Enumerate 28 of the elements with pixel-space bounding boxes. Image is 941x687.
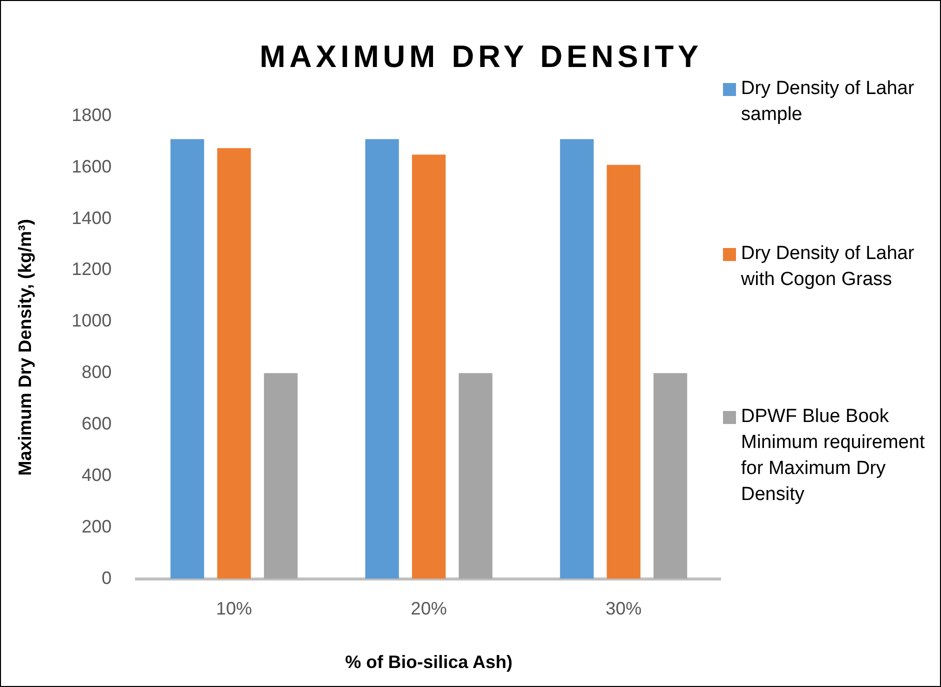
y-tick-label: 1000 <box>72 310 112 331</box>
bar <box>560 139 594 579</box>
x-tick-label: 30% <box>606 598 642 619</box>
x-axis-title: % of Bio-silica Ash) <box>345 652 512 672</box>
chart-title: MAXIMUM DRY DENSITY <box>258 39 704 75</box>
bar <box>412 154 446 579</box>
x-tick-label: 10% <box>216 598 252 619</box>
y-tick-label: 600 <box>82 414 112 434</box>
y-tick-label: 1800 <box>72 104 112 125</box>
legend-label: Dry Density of Lahar sample <box>741 77 916 127</box>
y-tick-label: 1400 <box>72 208 112 228</box>
y-tick-label: 1200 <box>72 259 112 280</box>
bar <box>458 373 492 579</box>
y-tick-label: 200 <box>82 516 112 536</box>
y-axis-title: Maximum Dry Density, (kg/m³) <box>14 219 35 476</box>
bar <box>264 373 298 579</box>
bar <box>365 139 399 579</box>
legend-label: DPWF Blue Book Minimum requirement for Maximum Dry Density <box>741 405 926 507</box>
bar <box>217 148 251 579</box>
legend-label: Dry Density of Lahar with Cogon Grass <box>741 242 916 292</box>
bar <box>606 164 640 579</box>
y-tick-label: 0 <box>102 568 112 588</box>
y-tick-label: 800 <box>82 362 112 382</box>
y-tick-label: 400 <box>82 464 112 485</box>
bar <box>654 373 688 579</box>
y-tick-label: 1600 <box>72 156 112 176</box>
bar <box>170 139 204 579</box>
x-tick-label: 20% <box>410 598 447 619</box>
